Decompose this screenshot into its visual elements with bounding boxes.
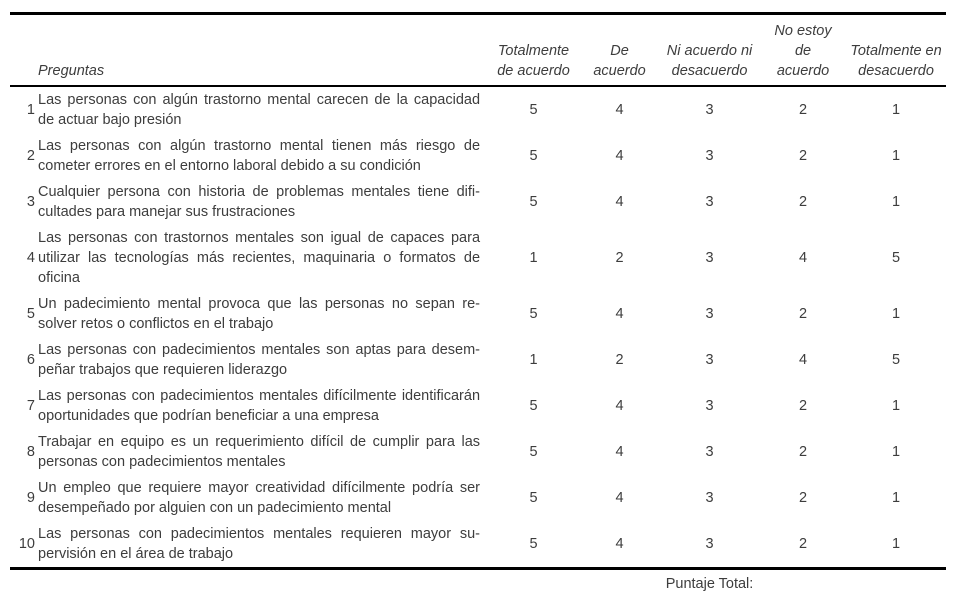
answer-value: 5 [529,102,538,118]
answer-value: 5 [529,148,538,164]
answer-value: 2 [798,306,808,322]
answer-value: 1 [891,536,901,552]
question-row: 8 Trabajar en equipo es un requerimiento … [10,429,946,475]
question-number: 3 [26,194,35,210]
answer-value: 2 [798,490,808,506]
answer-value: 3 [705,444,714,460]
questionnaire-table: Preguntas Totalmente de acuerdo De acuer… [10,12,947,593]
answer-value: 2 [798,148,808,164]
question-row: 1 Las personas con algún trastorno mental… [10,86,946,133]
answer-value: 2 [798,536,808,552]
question-text: Trabajar en equipo es un requerimiento d… [38,434,481,470]
answer-value: 4 [615,398,624,414]
answer-value: 3 [705,536,714,552]
question-row: 7 Las personas con padecimientos mentales… [10,383,946,429]
answer-value: 3 [705,148,714,164]
answer-value: 5 [529,306,538,322]
answer-value: 4 [798,250,808,266]
answer-value: 5 [529,194,538,210]
answer-value: 4 [798,352,808,368]
answer-value: 1 [891,148,901,164]
answer-value: 1 [891,194,901,210]
answer-value: 4 [615,306,624,322]
column-header-totalmente-de-acuerdo: Totalmente de acuerdo [487,13,581,87]
question-row: 4 Las personas con trastornos mentales so… [10,225,946,291]
question-row: 9 Un empleo que requiere mayor creativida… [10,475,946,521]
answer-value: 1 [891,102,901,118]
answer-value: 4 [615,102,624,118]
column-header-preguntas: Preguntas [10,13,488,87]
answer-value: 5 [891,250,901,266]
answer-value: 1 [891,398,901,414]
total-row: Puntaje Total: [10,567,947,593]
question-number: 10 [18,536,35,552]
answer-value: 2 [798,444,808,460]
answer-value: 2 [615,352,624,368]
question-number: 4 [26,250,35,266]
question-text: Las personas con padecimientos mentales … [38,342,481,378]
answer-value: 2 [798,102,808,118]
question-text: Las personas con algún trastorno mental … [38,138,481,174]
answer-value: 4 [615,148,624,164]
question-row: 10 Las personas con padecimientos mentale… [10,521,946,569]
column-header-totalmente-en-desacuerdo: Totalmente en desacuerdo [846,13,947,87]
answer-value: 2 [798,194,808,210]
question-row: 5 Un padecimiento mental provoca que las … [10,291,946,337]
questions-body: 1 Las personas con algún trastorno mental… [10,86,946,569]
answer-value: 2 [615,250,624,266]
answer-value: 5 [529,536,538,552]
question-number: 7 [26,398,35,414]
question-number: 5 [26,306,35,322]
answer-value: 1 [891,444,901,460]
total-label: Puntaje Total: [659,567,761,593]
column-header-ni-acuerdo-ni-desacuerdo: Ni acuerdo ni desacuerdo [659,13,761,87]
question-text: Un empleo que requiere mayor creatividad… [38,480,481,516]
answer-value: 5 [529,490,538,506]
answer-value: 3 [705,194,714,210]
question-text: Un padecimiento mental provoca que las p… [38,296,481,332]
question-text: Cualquier persona con historia de proble… [38,184,481,220]
answer-value: 5 [891,352,901,368]
question-text: Las personas con padecimientos mentales … [38,526,481,562]
table-header: Preguntas Totalmente de acuerdo De acuer… [10,13,947,87]
question-number: 6 [26,352,35,368]
total-row-spacer-right [760,567,947,593]
question-number: 9 [26,490,35,506]
question-number: 1 [26,102,35,118]
question-row: 2 Las personas con algún trastorno mental… [10,133,946,179]
column-header-no-estoy-de-acuerdo: No estoy de acuerdo [760,13,847,87]
answer-value: 3 [705,398,714,414]
answer-value: 3 [705,490,714,506]
question-text: Las personas con padecimientos mentales … [38,388,481,424]
answer-value: 4 [615,490,624,506]
answer-value: 5 [529,444,538,460]
table-footer: Puntaje Total: [10,567,947,593]
question-text: Las personas con trastornos mentales son… [38,230,481,286]
answer-value: 2 [798,398,808,414]
question-row: 3 Cualquier persona con historia de probl… [10,179,946,225]
answer-value: 4 [615,536,624,552]
answer-value: 1 [891,490,901,506]
question-text: Las personas con algún trastorno mental … [38,92,481,128]
answer-value: 3 [705,250,714,266]
answer-value: 1 [891,306,901,322]
answer-value: 5 [529,398,538,414]
question-number: 8 [26,444,35,460]
answer-value: 4 [615,444,624,460]
answer-value: 4 [615,194,624,210]
answer-value: 3 [705,102,714,118]
answer-value: 3 [705,306,714,322]
column-header-de-acuerdo: De acuerdo [580,13,660,87]
question-row: 6 Las personas con padecimientos mentales… [10,337,946,383]
total-row-spacer-left [10,567,660,593]
question-number: 2 [26,148,35,164]
header-row: Preguntas Totalmente de acuerdo De acuer… [10,13,947,87]
answer-value: 3 [705,352,714,368]
answer-value: 1 [529,250,538,266]
answer-value: 1 [529,352,538,368]
